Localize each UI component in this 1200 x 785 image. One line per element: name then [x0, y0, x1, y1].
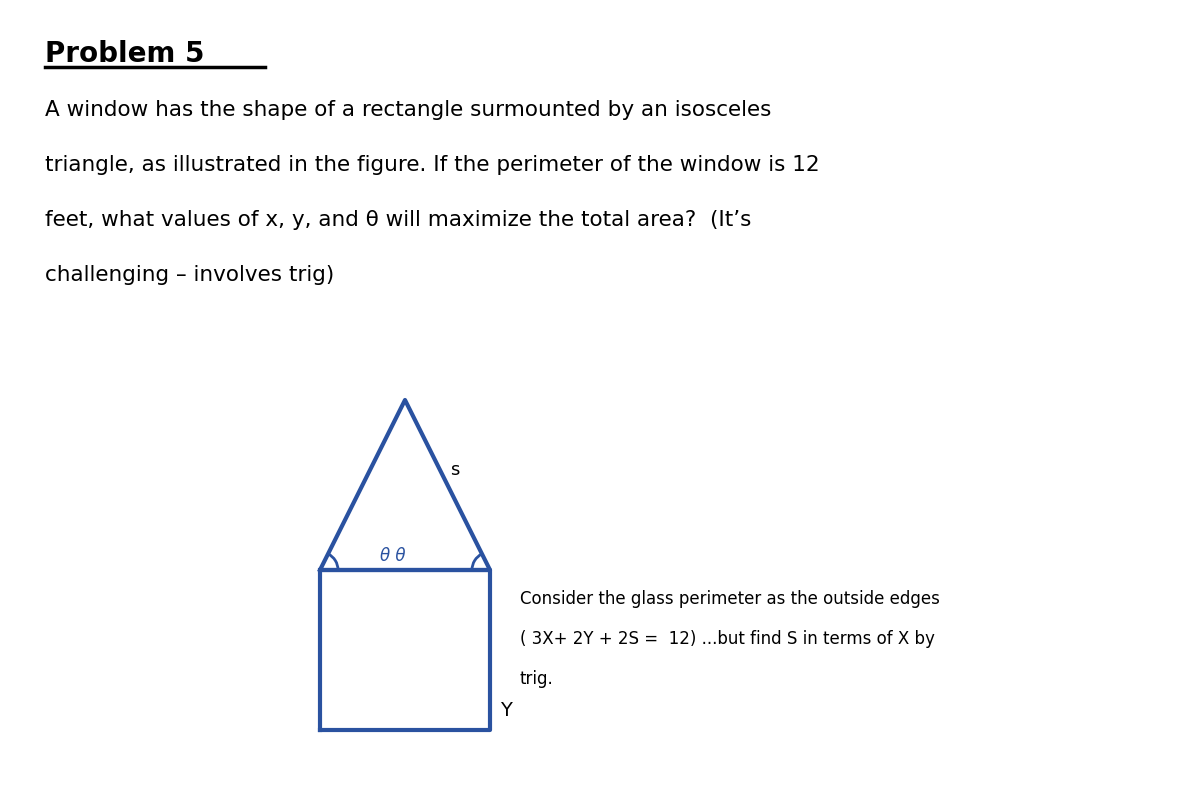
Text: Y: Y [500, 701, 512, 720]
Text: Problem 5: Problem 5 [46, 40, 204, 68]
Text: trig.: trig. [520, 670, 553, 688]
Text: A window has the shape of a rectangle surmounted by an isosceles: A window has the shape of a rectangle su… [46, 100, 772, 120]
Text: feet, what values of x, y, and θ will maximize the total area?  (It’s: feet, what values of x, y, and θ will ma… [46, 210, 751, 230]
Text: s: s [450, 461, 460, 479]
Text: triangle, as illustrated in the figure. If the perimeter of the window is 12: triangle, as illustrated in the figure. … [46, 155, 820, 175]
Text: Consider the glass perimeter as the outside edges: Consider the glass perimeter as the outs… [520, 590, 940, 608]
Text: ( 3X+ 2Y + 2S =  12) ...but find S in terms of X by: ( 3X+ 2Y + 2S = 12) ...but find S in ter… [520, 630, 935, 648]
Text: θ θ: θ θ [380, 547, 406, 565]
Text: challenging – involves trig): challenging – involves trig) [46, 265, 335, 285]
